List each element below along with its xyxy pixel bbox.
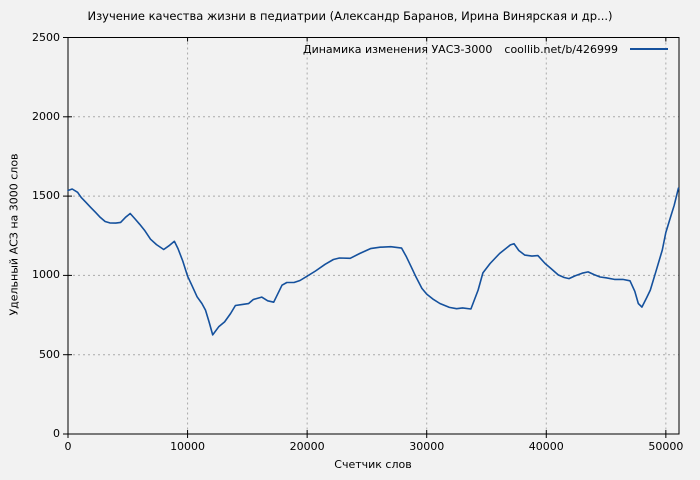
x-axis-label: Счетчик слов [334,458,412,471]
chart-title: Изучение качества жизни в педиатрии (Але… [87,9,613,23]
x-tick-label: 40000 [528,440,564,453]
y-tick-label: 500 [39,347,60,361]
y-tick-label: 2500 [32,30,60,44]
y-tick-label: 1500 [32,189,60,203]
x-tick-label: 30000 [409,440,445,453]
legend-source-link: coollib.net/b/426999 [504,42,618,56]
y-tick-label: 2000 [32,109,60,123]
x-tick-label: 10000 [170,440,206,453]
y-tick-label: 1000 [32,268,60,282]
x-tick-label: 0 [64,440,72,453]
legend-line-sample [630,48,668,50]
x-tick-label: 50000 [648,440,684,453]
plot-border [67,37,680,435]
data-line [67,187,680,336]
y-tick-label: 0 [53,427,60,440]
legend: Динамика изменения УАСЗ-3000 coollib.net… [303,41,668,57]
x-tick-label: 20000 [289,440,325,453]
legend-series-label: Динамика изменения УАСЗ-3000 [303,42,493,56]
